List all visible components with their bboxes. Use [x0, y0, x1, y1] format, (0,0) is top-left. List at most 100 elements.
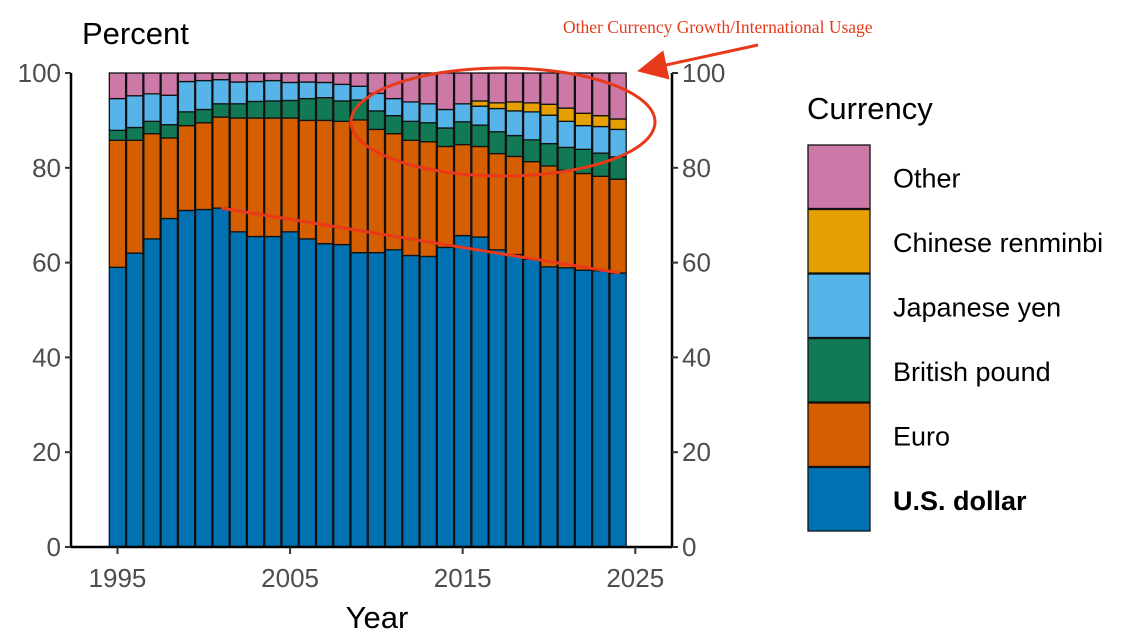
bar-euro-2023 — [591, 175, 610, 272]
bar-euro-2013 — [419, 141, 437, 258]
legend-key-chinese-renminbi — [807, 208, 871, 274]
x-tick-label-2025: 2025 — [606, 563, 664, 593]
bar-other-2021 — [557, 72, 576, 109]
bar-japanese-yen-2021 — [557, 120, 576, 149]
annotation-trend-line — [220, 206, 621, 275]
bar-u-s-dollar-2003 — [246, 235, 265, 548]
bar-japanese-yen-2003 — [246, 80, 265, 103]
bar-other-1997 — [143, 72, 161, 95]
bar-u-s-dollar-2005 — [281, 231, 299, 548]
bar-british-pound-2010 — [367, 110, 386, 131]
x-tick-label-1995: 1995 — [89, 563, 147, 593]
bar-chinese-renminbi-2018 — [505, 101, 524, 112]
bar-other-2015 — [453, 72, 472, 105]
y-tick-label-left-0: 0 — [47, 532, 61, 562]
bar-u-s-dollar-2020 — [540, 266, 558, 548]
bar-euro-2005 — [281, 117, 299, 233]
bar-british-pound-2002 — [229, 103, 248, 119]
bar-other-2013 — [419, 72, 437, 105]
bar-japanese-yen-2006 — [298, 81, 317, 100]
bar-british-pound-2017 — [488, 131, 506, 155]
y-axis-title: Percent — [82, 16, 189, 51]
bar-japanese-yen-2013 — [419, 103, 437, 124]
bar-other-2020 — [540, 72, 558, 105]
bar-japanese-yen-2004 — [264, 79, 282, 102]
bar-chinese-renminbi-2017 — [488, 102, 506, 110]
bar-british-pound-2020 — [540, 142, 558, 167]
bar-japanese-yen-1995 — [108, 97, 127, 132]
bar-u-s-dollar-2010 — [367, 251, 386, 548]
bar-british-pound-1995 — [108, 129, 127, 141]
y-tick-label-right-60: 60 — [682, 248, 711, 278]
bar-euro-1995 — [108, 139, 127, 268]
bar-british-pound-2012 — [402, 120, 420, 141]
bar-other-2009 — [350, 72, 368, 87]
bar-u-s-dollar-2021 — [557, 267, 576, 548]
bar-japanese-yen-2012 — [402, 101, 420, 122]
bar-british-pound-2018 — [505, 134, 524, 158]
bar-u-s-dollar-2001 — [212, 207, 230, 548]
y-tick-label-right-80: 80 — [682, 153, 711, 183]
bar-japanese-yen-1998 — [160, 94, 179, 126]
bar-japanese-yen-1997 — [143, 93, 161, 123]
bar-other-2001 — [212, 72, 230, 81]
bar-chinese-renminbi-2024 — [609, 118, 627, 131]
y-tick-label-left-100: 100 — [18, 58, 61, 88]
legend-label-euro: Euro — [893, 421, 950, 451]
bar-u-s-dollar-1999 — [177, 209, 196, 548]
bar-u-s-dollar-1997 — [143, 238, 161, 548]
bar-euro-2021 — [557, 169, 576, 269]
bar-other-2003 — [246, 72, 265, 83]
bar-other-2000 — [194, 72, 213, 82]
bar-british-pound-2001 — [212, 103, 230, 118]
bar-euro-2001 — [212, 116, 230, 209]
bar-other-1998 — [160, 72, 179, 96]
y-tick-label-right-40: 40 — [682, 342, 711, 372]
legend: Currency Other Chinese renminbi Japanese y… — [807, 91, 1103, 532]
bar-u-s-dollar-2022 — [574, 269, 593, 548]
bar-british-pound-2008 — [333, 100, 351, 123]
bar-japanese-yen-2000 — [194, 79, 213, 111]
bar-other-1996 — [125, 72, 144, 97]
bar-other-2022 — [574, 72, 593, 114]
bar-euro-1996 — [125, 139, 144, 254]
y-tick-label-left-80: 80 — [32, 153, 61, 183]
y-tick-label-left-60: 60 — [32, 248, 61, 278]
bar-japanese-yen-2001 — [212, 78, 230, 105]
bar-euro-2017 — [488, 152, 506, 251]
bar-euro-2002 — [229, 117, 248, 233]
bar-euro-1997 — [143, 133, 161, 240]
bar-euro-2016 — [471, 145, 489, 238]
bar-japanese-yen-2017 — [488, 107, 506, 133]
annotation-group: Other Currency Growth/International Usag… — [220, 17, 873, 275]
bar-u-s-dollar-2011 — [384, 249, 403, 548]
bar-u-s-dollar-2017 — [488, 249, 506, 548]
bar-chinese-renminbi-2016 — [471, 100, 489, 107]
bar-u-s-dollar-2000 — [194, 208, 213, 548]
bars — [108, 72, 627, 548]
bar-british-pound-2006 — [298, 97, 317, 122]
bar-british-pound-2013 — [419, 122, 437, 143]
bar-japanese-yen-2005 — [281, 81, 299, 102]
legend-key-euro — [807, 402, 871, 468]
bar-other-2017 — [488, 72, 506, 104]
bar-euro-2015 — [453, 143, 472, 237]
bar-u-s-dollar-2006 — [298, 238, 317, 548]
bar-british-pound-2015 — [453, 121, 472, 146]
bar-u-s-dollar-2018 — [505, 253, 524, 548]
bar-u-s-dollar-2008 — [333, 243, 351, 548]
bar-british-pound-1998 — [160, 124, 179, 139]
legend-title: Currency — [807, 91, 933, 126]
legend-key-british-pound — [807, 337, 871, 403]
bar-japanese-yen-2023 — [591, 125, 610, 154]
bar-japanese-yen-2008 — [333, 83, 351, 102]
bar-u-s-dollar-2012 — [402, 254, 420, 548]
bar-u-s-dollar-1998 — [160, 217, 179, 548]
x-tick-label-2015: 2015 — [434, 563, 492, 593]
bar-other-2005 — [281, 72, 299, 84]
bar-euro-1998 — [160, 137, 179, 220]
bar-british-pound-1996 — [125, 126, 144, 141]
bar-british-pound-2019 — [522, 139, 541, 163]
bar-chinese-renminbi-2021 — [557, 107, 576, 123]
